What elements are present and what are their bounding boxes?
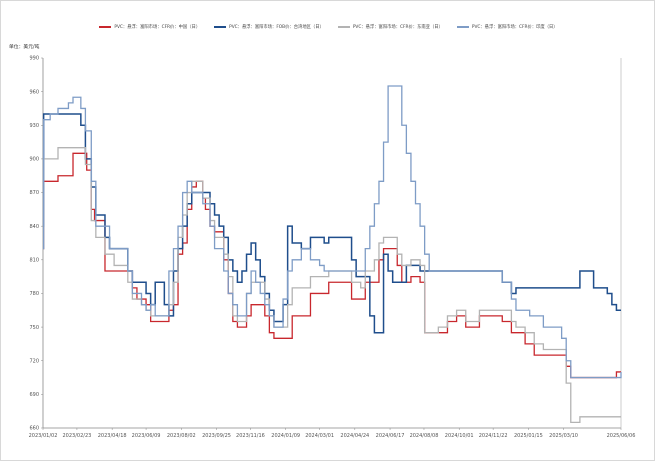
y-tick-label: 840 (29, 224, 39, 230)
x-tick-label: 2024/11/22 (479, 433, 508, 439)
x-tick-label: 2023/01/02 (29, 433, 58, 439)
y-tick-label: 810 (29, 258, 39, 264)
y-tick-label: 690 (29, 392, 39, 398)
legend-label: PVC：悬浮：富阳市场：FOB价：台湾地区（日） (229, 25, 324, 30)
y-tick-label: 900 (29, 157, 39, 163)
x-tick-label: 2023/06/09 (132, 433, 161, 439)
legend-item: PVC：悬浮：富阳市场：CFR价：印度（日） (456, 24, 558, 30)
x-tick-label: 2023/11/16 (236, 433, 265, 439)
y-tick-labels: 660 690 720 750 780 810 840 870 900 930 960 990 (29, 56, 43, 432)
y-tick-label: 870 (29, 190, 39, 196)
legend-swatch (214, 26, 227, 28)
legend-label: PVC：悬浮：富阳市场：CFR价：东南亚（日） (352, 25, 443, 30)
x-tick-labels: 2023/01/02 2023/02/23 2023/04/18 2023/06/09… (29, 428, 636, 439)
series-line (43, 85, 622, 379)
x-tick-label: 2024/06/17 (376, 433, 405, 439)
x-tick-label: 2025/06/06 (607, 433, 636, 439)
y-tick-label: 780 (29, 291, 39, 297)
legend-swatch (337, 26, 350, 28)
y-tick-label: 750 (29, 325, 39, 331)
x-tick-label: 2025/01/15 (514, 433, 543, 439)
x-tick-label: 2025/03/10 (549, 433, 578, 439)
series-line (42, 113, 621, 334)
x-tick-label: 2023/02/23 (63, 433, 92, 439)
y-tick-label: 960 (29, 89, 39, 95)
x-tick-label: 2024/08/08 (410, 433, 439, 439)
x-tick-label: 2023/08/02 (167, 433, 196, 439)
y-tick-label: 660 (29, 426, 39, 432)
legend: PVC：悬浮：富阳市场：CFR价：中国（日） PVC：悬浮：富阳市场：FOB价：… (1, 24, 655, 30)
y-tick-label: 990 (29, 56, 39, 62)
axes (42, 58, 622, 429)
series-line (43, 152, 621, 379)
x-tick-label: 2023/09/25 (202, 433, 231, 439)
legend-item: PVC：悬浮：富阳市场：CFR价：东南亚（日） (337, 24, 443, 30)
y-tick-label: 930 (29, 123, 39, 129)
legend-swatch (456, 26, 469, 28)
legend-item: PVC：悬浮：富阳市场：FOB价：台湾地区（日） (214, 24, 324, 30)
legend-swatch (99, 26, 112, 28)
series-lines (42, 85, 622, 424)
series-line (43, 147, 621, 424)
y-unit-label: 单位：美元/吨 (9, 45, 40, 50)
x-tick-label: 2023/04/18 (98, 433, 127, 439)
legend-label: PVC：悬浮：富阳市场：CFR价：印度（日） (471, 25, 558, 30)
legend-item: PVC：悬浮：富阳市场：CFR价：中国（日） (99, 24, 200, 30)
x-tick-label: 2024/10/01 (445, 433, 474, 439)
x-tick-label: 2024/03/01 (305, 433, 334, 439)
x-tick-label: 2024/04/24 (340, 433, 369, 439)
x-tick-label: 2024/01/09 (271, 433, 300, 439)
y-tick-label: 720 (29, 358, 39, 364)
legend-label: PVC：悬浮：富阳市场：CFR价：中国（日） (114, 25, 201, 30)
